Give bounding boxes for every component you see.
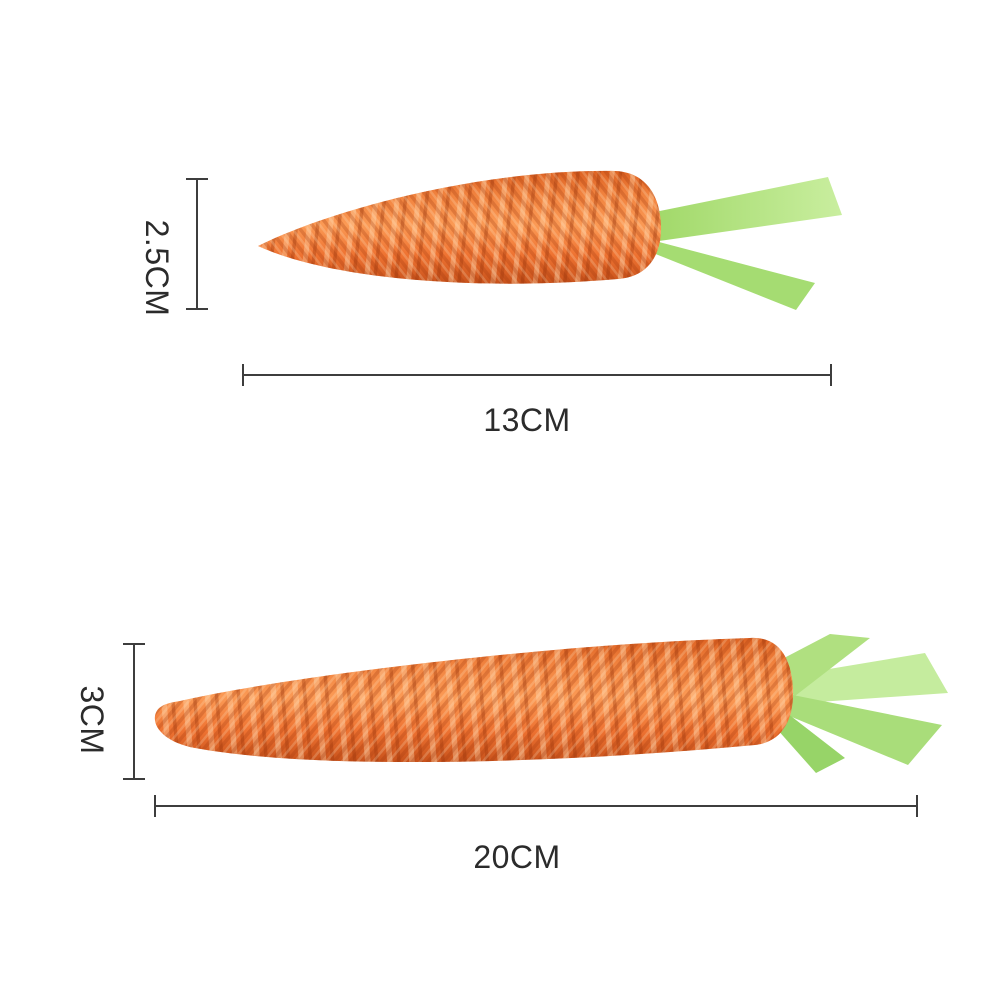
large-carrot-height-label: 3CM <box>74 685 110 755</box>
small-carrot-height-dimension <box>186 178 208 310</box>
large-carrot-length-dimension <box>154 795 918 817</box>
dimension-cap <box>830 364 832 386</box>
large-carrot-leaf-up-right <box>775 653 948 704</box>
dimension-line <box>196 178 198 310</box>
large-carrot-height-dimension <box>123 643 145 780</box>
dimension-line <box>154 805 918 807</box>
large-carrot-leaf-down-right <box>770 691 942 765</box>
large-carrot-rope-twist <box>154 637 794 763</box>
dimension-line <box>242 374 832 376</box>
large-carrot-photo <box>154 634 948 773</box>
small-carrot-leaf-lower <box>638 237 815 310</box>
dimension-cap <box>123 778 145 780</box>
small-carrot-length-label: 13CM <box>483 402 571 438</box>
large-carrot-length-label: 20CM <box>473 839 561 875</box>
small-carrot-photo <box>258 170 842 310</box>
dimension-cap <box>916 795 918 817</box>
small-carrot-height-label: 2.5CM <box>139 219 175 317</box>
small-carrot-leaf-upper <box>640 177 842 243</box>
dimension-line <box>133 643 135 780</box>
dimension-cap <box>186 308 208 310</box>
small-carrot-rope-twist <box>258 170 662 284</box>
small-carrot-length-dimension <box>242 364 832 386</box>
